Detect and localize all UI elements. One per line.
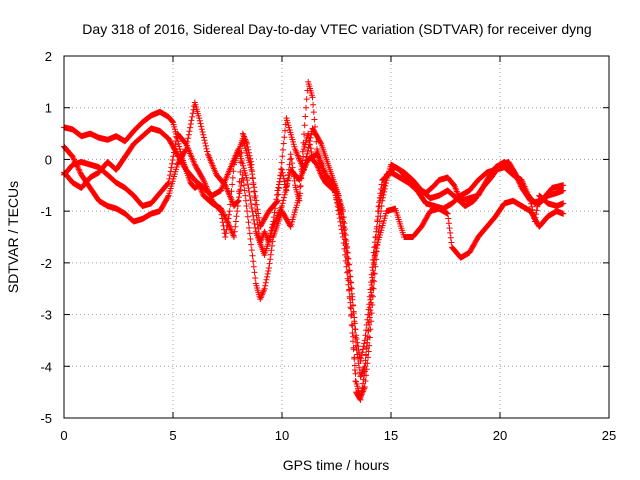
y-axis-label: SDTVAR / TECUs — [5, 181, 21, 293]
x-tick-label: 20 — [493, 428, 507, 443]
x-tick-label: 25 — [602, 428, 616, 443]
y-tick-label: -2 — [40, 256, 52, 271]
plot-frame — [63, 55, 610, 419]
x-axis-label: GPS time / hours — [283, 457, 390, 473]
y-tick-label: 0 — [45, 152, 52, 167]
x-tick-label: 15 — [384, 428, 398, 443]
chart-title: Day 318 of 2016, Sidereal Day-to-day VTE… — [82, 21, 591, 37]
y-tick-label: 2 — [45, 49, 52, 64]
y-tick-label: -3 — [40, 308, 52, 323]
grid-lines — [64, 56, 609, 418]
y-tick-label: -4 — [40, 359, 52, 374]
axis-ticks — [63, 55, 610, 419]
x-tick-label: 0 — [60, 428, 67, 443]
x-tick-label: 10 — [275, 428, 289, 443]
x-tick-label: 5 — [169, 428, 176, 443]
y-tick-label: 1 — [45, 101, 52, 116]
y-tick-label: -1 — [40, 204, 52, 219]
y-tick-label: -5 — [40, 411, 52, 426]
